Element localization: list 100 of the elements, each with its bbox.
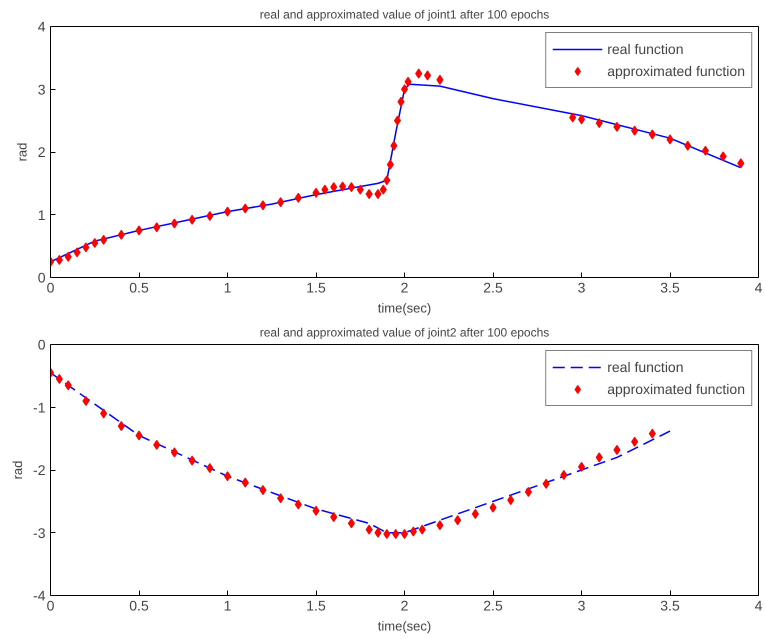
point [330,182,338,192]
x-tick-label: 3.5 [660,598,680,614]
legend-label: approximated function [607,381,745,397]
point [631,436,638,447]
point [560,470,568,480]
y-tick-label: -2 [33,462,46,478]
point [454,515,462,526]
x-tick-label: 2.5 [483,598,503,614]
point [82,242,90,252]
point [82,396,90,406]
x-tick-label: 1 [224,598,232,614]
x-tick-label: 2.5 [483,280,503,296]
point [294,192,302,203]
point [74,247,81,258]
point [472,508,479,519]
y-tick-label: 1 [38,206,46,223]
point [404,76,412,87]
y-tick-label: 0 [38,270,46,286]
point [436,74,444,85]
y-axis-title: rad [10,460,26,480]
y-axis-title: rad [14,142,30,162]
point [242,203,249,214]
point [392,529,400,540]
point [56,254,63,265]
y-tick-label: 4 [38,18,46,34]
point [100,408,108,419]
x-tick-label: 4 [754,598,763,614]
point [569,112,576,122]
point [702,146,709,156]
point [277,493,284,504]
y-tick-label: 0 [38,336,46,352]
point [380,184,387,195]
point [374,189,382,200]
point [356,184,364,195]
point [415,68,422,79]
x-tick-label: 1.5 [306,280,326,296]
point [410,526,417,536]
point [206,463,214,474]
chart-title: real and approximated value of joint2 after 100 epochs [260,326,550,340]
point [294,500,302,510]
point [118,421,125,432]
point [424,70,432,80]
point [524,486,532,497]
chart-title: real and approximated value of joint1 after 100 epochs [260,8,550,22]
point [366,524,373,535]
x-tick-label: 3 [578,280,586,296]
point [596,452,603,462]
point [153,440,160,450]
point [394,116,401,126]
point [170,218,178,229]
point [100,234,108,245]
point [277,197,284,208]
x-tick-label: 2 [400,280,409,296]
point [383,529,390,540]
point [91,238,98,248]
x-tick-label: 0.5 [129,598,149,614]
x-axis-title: time(sec) [378,300,432,316]
point [436,520,444,530]
point [259,485,266,496]
point [339,182,346,192]
x-tick-label: 2 [400,598,409,614]
x-tick-label: 0.5 [129,280,149,296]
y-tick-label: 3 [38,81,46,98]
point [648,428,656,439]
point [188,214,196,225]
point [613,444,620,455]
point [321,184,328,195]
legend-label: approximated function [607,63,745,79]
point [366,189,373,200]
x-tick-label: 4 [754,280,763,296]
y-tick-label: 2 [38,144,46,160]
point [64,380,72,390]
legend-label: real function [607,359,684,375]
point [684,140,692,151]
point [507,495,514,506]
point [737,158,744,168]
point [206,211,214,222]
point [613,122,620,132]
point [596,118,603,128]
y-tick-label: -4 [33,588,46,604]
point [242,478,249,488]
x-tick-label: 3.5 [660,280,680,296]
point [374,528,382,538]
x-axis-title: time(sec) [378,618,432,634]
point [390,140,398,151]
point [397,96,404,107]
legend-label: real function [607,41,684,57]
y-tick-label: -1 [33,399,46,416]
point [188,456,196,466]
point [330,512,338,522]
y-tick-label: -3 [33,524,46,541]
x-tick-label: 1.5 [306,598,326,614]
point [259,200,266,210]
point [383,175,390,186]
point [418,524,426,535]
point [64,252,72,262]
point [118,230,125,240]
point [386,160,394,170]
point [720,151,727,162]
point [56,374,63,384]
